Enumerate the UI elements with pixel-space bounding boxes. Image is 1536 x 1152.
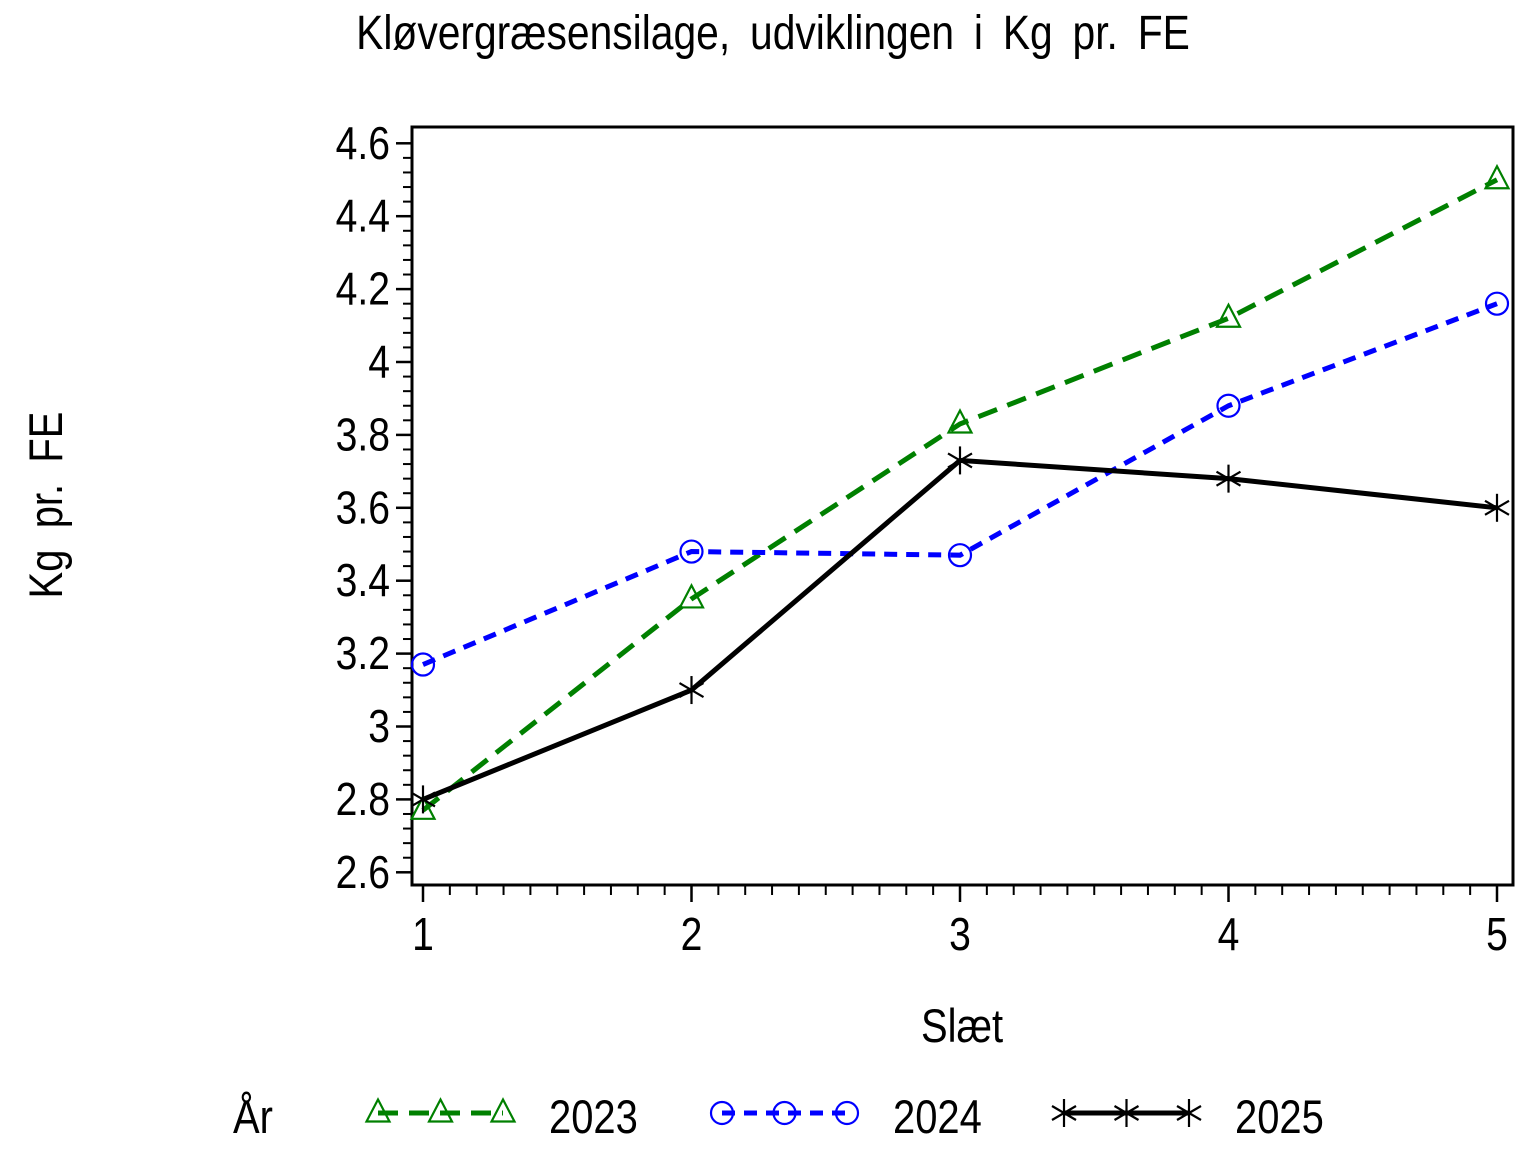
legend-label-2025: 2025 (1235, 1092, 1324, 1144)
data-point-2023-triangle (678, 583, 705, 609)
x-tick-label: 3 (949, 909, 971, 961)
legend-item-2023: 2023 (364, 1092, 638, 1144)
legend-marker-asterisk (1176, 1105, 1202, 1121)
y-tick-label: 3.6 (336, 482, 390, 534)
data-point-2024-circle (410, 652, 436, 677)
data-point-2024-circle (947, 543, 973, 568)
y-tick-label: 2.8 (336, 774, 390, 826)
series-line-2023 (421, 177, 1499, 813)
y-tick-label: 4 (368, 337, 390, 389)
x-tick-label: 2 (681, 909, 703, 961)
series-line-2025 (422, 457, 1498, 802)
data-point-2025-asterisk (410, 791, 436, 808)
x-axis-label: Slæt (921, 1001, 1003, 1053)
y-tick-label: 2.6 (336, 847, 390, 899)
data-point-2023-triangle (409, 794, 437, 820)
legend: 2023 2024 2025 (364, 1092, 1324, 1144)
x-tick-label: 5 (1486, 909, 1508, 961)
legend-marker-asterisk (1113, 1105, 1140, 1121)
chart-title: Kløvergræsensilage, udviklingen i Kg pr.… (356, 7, 1190, 60)
y-tick-label: 4.4 (336, 191, 390, 243)
data-point-2025-asterisk (678, 682, 705, 699)
legend-marker-triangle (364, 1097, 392, 1123)
data-point-2025-asterisk (1215, 470, 1242, 487)
legend-marker-circle (834, 1100, 860, 1126)
legend-marker-asterisk (1051, 1105, 1077, 1121)
x-tick-label: 4 (1218, 909, 1240, 961)
data-point-2024-circle (679, 539, 704, 564)
data-point-2024-circle (1216, 393, 1241, 418)
plot-area: 2.6 2.8 3 3.2 3.4 3.6 3.8 4 4.2 4.4 4.6 1 2 3 4 5 (336, 118, 1515, 961)
legend-item-2025: 2025 (1051, 1092, 1324, 1144)
series-line-2024 (422, 301, 1498, 667)
y-tick-label: 3.8 (336, 409, 390, 461)
legend-title: År (233, 1091, 273, 1144)
data-point-2023-triangle (1483, 163, 1511, 190)
data-point-2023-triangle (946, 408, 974, 434)
legend-item-2024: 2024 (709, 1092, 982, 1144)
y-tick-label: 3 (368, 701, 390, 753)
legend-label-2024: 2024 (893, 1092, 982, 1144)
y-tick-label: 3.2 (336, 628, 390, 680)
y-tick-label: 4.6 (336, 118, 390, 170)
legend-marker-triangle (489, 1097, 517, 1123)
data-point-2024-circle (1484, 291, 1510, 316)
y-tick-label: 4.2 (336, 264, 390, 316)
y-axis-label: Kg pr. FE (21, 412, 73, 599)
data-point-2023-triangle (1215, 302, 1242, 328)
legend-marker-triangle (427, 1097, 454, 1123)
y-tick-label: 3.4 (336, 555, 390, 607)
legend-marker-circle (709, 1100, 735, 1126)
x-tick-label: 1 (412, 909, 434, 961)
legend-label-2023: 2023 (549, 1092, 638, 1144)
plot-frame (410, 125, 1515, 887)
data-point-2025-asterisk (1484, 499, 1510, 516)
legend-marker-circle (772, 1100, 797, 1126)
data-point-2025-asterisk (947, 452, 973, 469)
